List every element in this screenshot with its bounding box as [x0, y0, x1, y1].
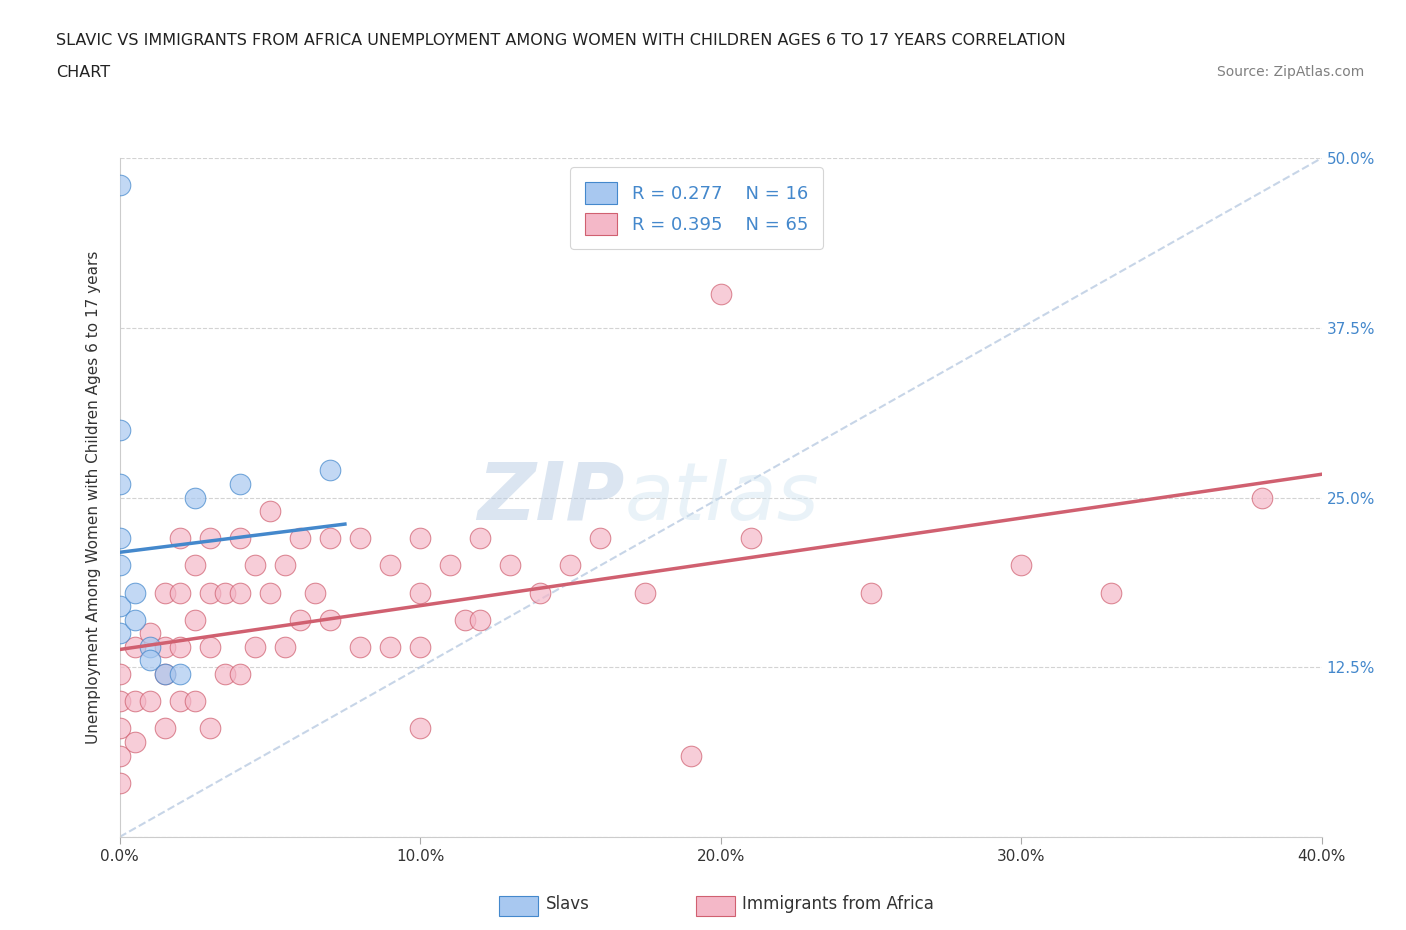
Point [169, 667, 191, 682]
Point [169, 694, 191, 709]
Point [243, 558, 266, 573]
Point [108, 422, 131, 437]
Point [378, 640, 401, 655]
Point [108, 531, 131, 546]
Point [274, 558, 297, 573]
Text: Slavs: Slavs [546, 895, 589, 913]
Point [468, 612, 492, 627]
Point [560, 558, 582, 573]
Point [198, 585, 221, 600]
Point [153, 585, 176, 600]
Point [183, 612, 205, 627]
Point [108, 558, 131, 573]
Text: ZIP: ZIP [477, 458, 624, 537]
Point [153, 667, 176, 682]
Point [169, 585, 191, 600]
Point [108, 721, 131, 736]
Point [214, 585, 236, 600]
Point [183, 694, 205, 709]
Point [108, 626, 131, 641]
Point [138, 640, 160, 655]
Point [259, 504, 281, 519]
Point [288, 612, 311, 627]
Point [468, 531, 492, 546]
Text: atlas: atlas [624, 458, 820, 537]
Point [409, 640, 432, 655]
Point [349, 531, 371, 546]
Point [243, 640, 266, 655]
Point [108, 599, 131, 614]
Point [679, 748, 702, 763]
Point [1250, 490, 1272, 505]
Point [740, 531, 762, 546]
Point [499, 558, 522, 573]
Point [198, 531, 221, 546]
Point [589, 531, 612, 546]
Point [153, 721, 176, 736]
Point [108, 694, 131, 709]
Point [288, 531, 311, 546]
Point [108, 748, 131, 763]
Point [409, 585, 432, 600]
Point [228, 585, 252, 600]
Point [124, 640, 146, 655]
Point [409, 531, 432, 546]
Point [124, 735, 146, 750]
Point [108, 776, 131, 790]
Point [108, 667, 131, 682]
Point [228, 667, 252, 682]
Point [153, 640, 176, 655]
Point [214, 667, 236, 682]
Point [153, 667, 176, 682]
Point [183, 558, 205, 573]
Text: Immigrants from Africa: Immigrants from Africa [742, 895, 934, 913]
Point [169, 531, 191, 546]
Point [1010, 558, 1032, 573]
Point [378, 558, 401, 573]
Point [198, 640, 221, 655]
Point [859, 585, 882, 600]
Point [183, 490, 205, 505]
Point [228, 531, 252, 546]
Legend: R = 0.277    N = 16, R = 0.395    N = 65: R = 0.277 N = 16, R = 0.395 N = 65 [571, 167, 823, 249]
Point [138, 653, 160, 668]
Point [108, 476, 131, 491]
Point [349, 640, 371, 655]
Text: Source: ZipAtlas.com: Source: ZipAtlas.com [1216, 65, 1364, 79]
Point [228, 476, 252, 491]
Point [259, 585, 281, 600]
Point [169, 640, 191, 655]
Point [319, 531, 342, 546]
Point [634, 585, 657, 600]
Point [454, 612, 477, 627]
Point [319, 463, 342, 478]
Point [274, 640, 297, 655]
Point [124, 612, 146, 627]
Point [409, 721, 432, 736]
Point [529, 585, 551, 600]
Point [319, 612, 342, 627]
Text: SLAVIC VS IMMIGRANTS FROM AFRICA UNEMPLOYMENT AMONG WOMEN WITH CHILDREN AGES 6 T: SLAVIC VS IMMIGRANTS FROM AFRICA UNEMPLO… [56, 33, 1066, 47]
Point [1099, 585, 1122, 600]
Point [108, 178, 131, 193]
Point [138, 694, 160, 709]
Point [709, 286, 731, 301]
Text: CHART: CHART [56, 65, 110, 80]
Point [124, 694, 146, 709]
Point [198, 721, 221, 736]
Point [138, 626, 160, 641]
Point [124, 585, 146, 600]
Y-axis label: Unemployment Among Women with Children Ages 6 to 17 years: Unemployment Among Women with Children A… [86, 251, 101, 744]
Point [304, 585, 326, 600]
Point [439, 558, 461, 573]
